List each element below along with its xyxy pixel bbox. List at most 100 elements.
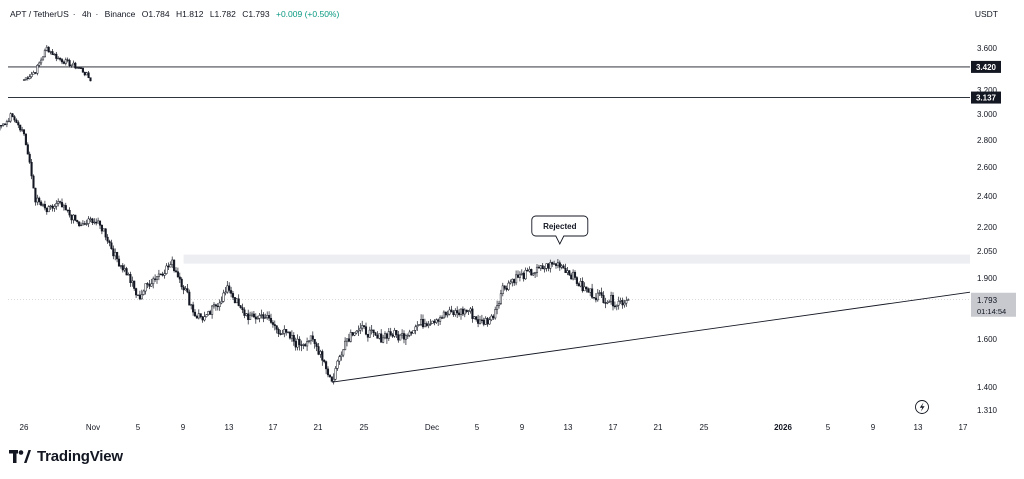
candle	[606, 300, 609, 305]
candle	[66, 209, 69, 213]
candle-body	[429, 323, 432, 325]
candle	[49, 50, 52, 55]
candle	[41, 203, 45, 207]
candle-body	[2, 123, 5, 126]
candle	[17, 120, 20, 129]
candle	[385, 332, 388, 344]
candle	[309, 335, 312, 345]
annotation-callout[interactable]	[531, 215, 589, 246]
annotation-text: Rejected	[543, 222, 576, 231]
currency-label[interactable]: USDT	[974, 9, 998, 19]
candle	[374, 331, 377, 336]
candle-body	[520, 272, 523, 275]
candle	[300, 340, 303, 352]
candle	[562, 264, 565, 269]
candle-body	[140, 294, 143, 300]
candle-body	[21, 129, 24, 131]
trendline[interactable]	[331, 291, 971, 383]
candle	[87, 216, 90, 228]
candle	[83, 220, 86, 226]
x-axis-tick-label: 25	[700, 423, 709, 432]
candle-body	[598, 292, 601, 294]
candle-body	[125, 268, 128, 276]
candle	[28, 151, 31, 164]
candle	[247, 309, 250, 325]
candle-body	[537, 266, 540, 269]
candle	[51, 49, 54, 55]
candle	[338, 354, 341, 365]
candle-body	[577, 283, 580, 287]
price-level-badge[interactable]	[971, 60, 1001, 73]
candle-body	[136, 294, 140, 297]
candle	[256, 315, 259, 320]
candle-body	[72, 214, 75, 221]
candle-body	[87, 72, 90, 78]
candle-body	[615, 304, 618, 307]
candle	[304, 342, 307, 347]
candle	[159, 273, 162, 276]
candle	[442, 310, 445, 319]
candle-body	[161, 273, 164, 276]
candle	[250, 311, 254, 318]
tradingview-logo[interactable]: TradingView	[9, 448, 123, 465]
y-axis-tick-label: 2.050	[977, 247, 998, 256]
candle	[173, 259, 176, 273]
price-level-badge-label: 3.420	[976, 63, 997, 72]
x-axis-tick-label: 17	[609, 423, 618, 432]
candle	[524, 267, 527, 280]
y-axis-tick-label: 3.600	[977, 44, 998, 53]
candle-body	[408, 331, 411, 336]
candle	[45, 45, 48, 52]
candle-body	[503, 285, 506, 289]
candle	[518, 271, 521, 282]
candle-body	[57, 57, 60, 60]
candle-body	[535, 266, 539, 273]
candle	[108, 239, 111, 247]
candle-body	[148, 283, 151, 287]
candle	[285, 329, 288, 336]
candle	[43, 200, 46, 211]
price-level-badge[interactable]	[971, 91, 1001, 104]
candle-body	[95, 221, 98, 224]
candle-body	[212, 304, 216, 307]
candle-body	[421, 318, 425, 328]
candle-body	[617, 301, 620, 306]
candle	[239, 305, 242, 309]
candle	[553, 260, 556, 265]
interval[interactable]: 4h	[81, 9, 92, 19]
candle-body	[300, 344, 303, 346]
candle-body	[484, 318, 487, 325]
candle-body	[184, 288, 187, 291]
candle	[59, 57, 62, 62]
candle	[207, 310, 210, 316]
symbol-name[interactable]: APT / TetherUS	[10, 9, 69, 19]
candle-body	[560, 265, 563, 268]
candle-body	[36, 197, 39, 203]
candle	[530, 268, 533, 276]
candle	[49, 204, 52, 210]
candle-body	[575, 277, 578, 284]
candle	[78, 221, 81, 228]
candle-body	[249, 314, 252, 320]
candle	[154, 274, 157, 282]
candle	[587, 287, 590, 293]
candle-body	[235, 298, 238, 304]
candle	[66, 57, 69, 63]
candle	[2, 123, 5, 127]
candle-body	[589, 288, 592, 293]
candle	[15, 118, 18, 124]
candle	[79, 67, 83, 69]
candle-body	[298, 338, 301, 346]
candle	[142, 289, 145, 296]
candle	[469, 307, 472, 314]
candle	[136, 294, 140, 297]
candle-body	[363, 325, 366, 327]
candle-body	[541, 265, 544, 270]
candle	[40, 200, 43, 207]
candle	[167, 262, 170, 270]
candle	[357, 325, 360, 337]
candle-body	[0, 125, 3, 127]
candle-body	[427, 324, 430, 326]
candle	[380, 329, 383, 343]
